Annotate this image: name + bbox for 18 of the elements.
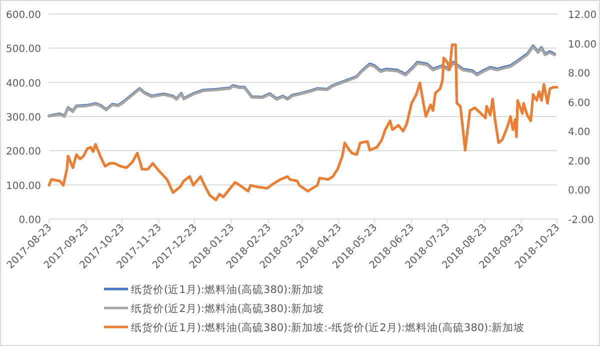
y2-tick-label: 8.00 (568, 68, 590, 80)
y2-tick-label: 4.00 (568, 127, 590, 138)
y2-tick-label: 0.00 (568, 186, 590, 197)
y-tick-label: 500.00 (6, 44, 41, 56)
y-tick-label: 600.00 (6, 10, 41, 21)
y2-tick-label: 12.00 (568, 10, 597, 21)
legend-label: 纸货价(近1月):燃料油(高硫380):新加坡 (131, 283, 324, 296)
legend-label: 纸货价(近2月):燃料油(高硫380):新加坡 (131, 302, 324, 315)
y2-tick-label: 6.00 (568, 98, 590, 109)
y2-tick-label: -2.00 (568, 215, 594, 226)
y2-tick-label: 2.00 (568, 156, 590, 168)
legend-label: 纸货价(近1月):燃料油(高硫380):新加坡:-纸货价(近2月):燃料油(高硫380):新加坡 (131, 321, 525, 334)
y-tick-label: 400.00 (6, 78, 41, 90)
y-tick-label: 200.00 (6, 146, 41, 158)
y-tick-label: 300.00 (6, 112, 41, 124)
y-tick-label: 100.00 (6, 180, 41, 192)
y2-tick-label: 10.00 (568, 39, 597, 50)
y-tick-label: 0.00 (18, 215, 41, 226)
